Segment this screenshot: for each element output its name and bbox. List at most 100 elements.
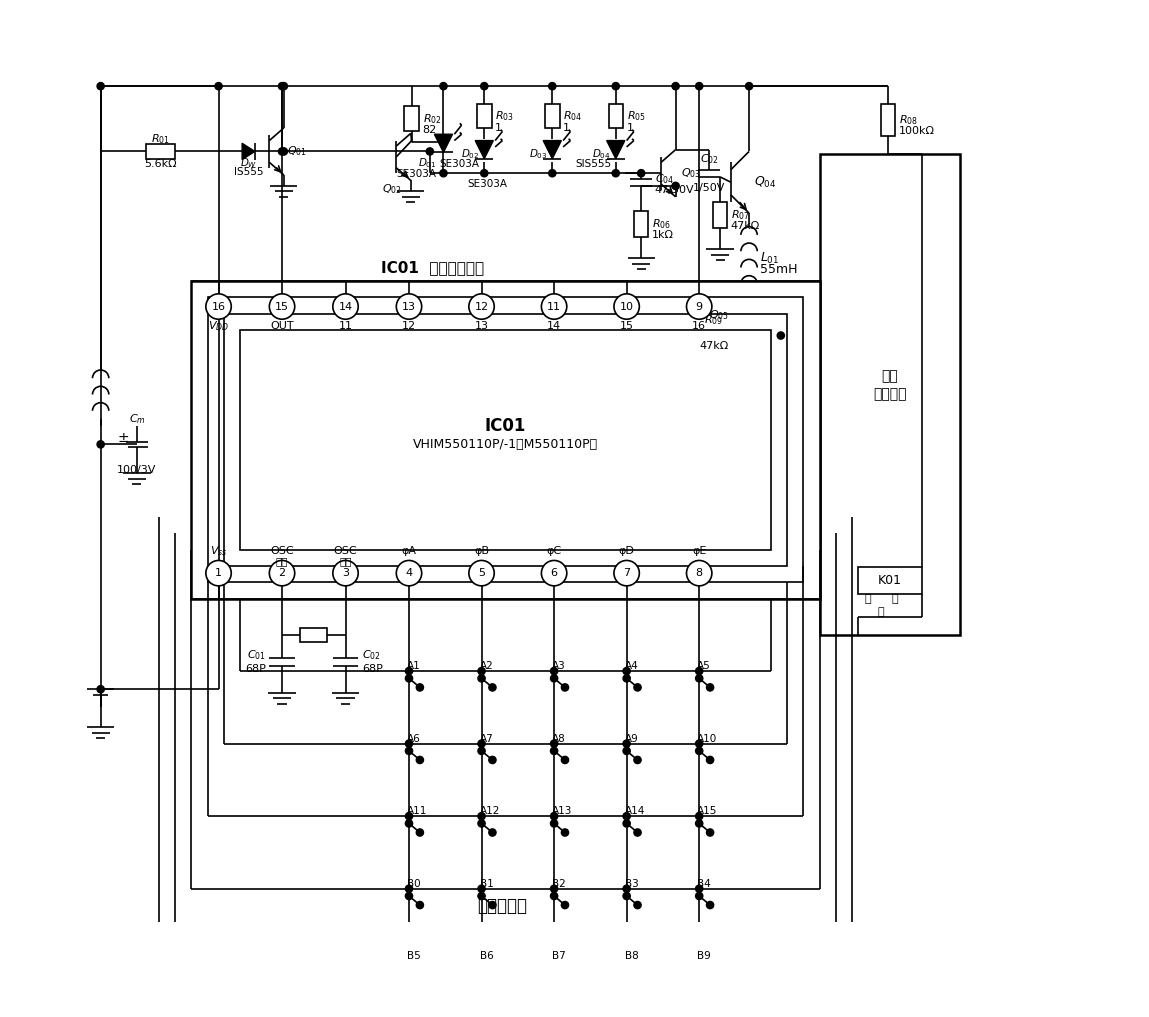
Text: A3: A3 xyxy=(553,661,566,671)
Text: 7: 7 xyxy=(623,569,630,578)
Circle shape xyxy=(478,813,485,820)
Text: $Q_{01}$: $Q_{01}$ xyxy=(287,144,308,159)
Circle shape xyxy=(562,683,569,691)
Text: 6: 6 xyxy=(550,569,557,578)
Circle shape xyxy=(550,892,557,900)
Text: 68P: 68P xyxy=(245,664,265,674)
Circle shape xyxy=(686,294,712,319)
Bar xyxy=(701,325,726,340)
Bar xyxy=(146,144,175,159)
Text: B6: B6 xyxy=(480,951,493,961)
Text: 键矩阵电路: 键矩阵电路 xyxy=(477,897,527,915)
Text: IC01: IC01 xyxy=(485,417,526,435)
Text: 3: 3 xyxy=(342,569,349,578)
Circle shape xyxy=(695,747,703,755)
Text: OSC: OSC xyxy=(270,546,294,556)
Circle shape xyxy=(623,813,631,820)
Circle shape xyxy=(695,82,703,89)
Text: B2: B2 xyxy=(553,879,566,889)
Circle shape xyxy=(478,820,485,827)
Text: 蓝: 蓝 xyxy=(864,594,871,603)
Text: 11: 11 xyxy=(339,321,353,332)
Circle shape xyxy=(278,82,286,89)
Text: $R_{02}$: $R_{02}$ xyxy=(423,112,441,126)
Circle shape xyxy=(695,892,703,900)
Circle shape xyxy=(333,560,358,586)
Text: A15: A15 xyxy=(697,806,718,817)
Text: φE: φE xyxy=(692,546,707,556)
Text: $D_{03}$: $D_{03}$ xyxy=(529,147,548,161)
Circle shape xyxy=(488,757,496,764)
Circle shape xyxy=(215,82,222,89)
Polygon shape xyxy=(434,134,453,153)
Circle shape xyxy=(416,829,424,836)
Text: OSC: OSC xyxy=(333,546,357,556)
Circle shape xyxy=(426,147,433,155)
Text: $D_{01}$: $D_{01}$ xyxy=(417,157,437,170)
Text: ±: ± xyxy=(117,431,129,445)
Circle shape xyxy=(695,885,703,892)
Text: $C_{04}$: $C_{04}$ xyxy=(655,172,674,185)
Text: 12: 12 xyxy=(475,301,488,311)
Text: 9: 9 xyxy=(695,301,703,311)
Circle shape xyxy=(550,813,557,820)
Text: $Q_{02}$: $Q_{02}$ xyxy=(381,182,402,195)
Circle shape xyxy=(406,674,412,682)
Text: A13: A13 xyxy=(553,806,572,817)
Circle shape xyxy=(634,901,641,908)
Circle shape xyxy=(777,332,785,340)
Text: A7: A7 xyxy=(480,733,493,743)
Text: B5: B5 xyxy=(407,951,421,961)
Circle shape xyxy=(406,667,412,674)
Text: $Q_{05}$: $Q_{05}$ xyxy=(709,308,730,321)
Text: A1: A1 xyxy=(407,661,421,671)
Bar xyxy=(240,331,771,549)
Circle shape xyxy=(562,901,569,908)
Circle shape xyxy=(269,560,295,586)
Circle shape xyxy=(206,560,231,586)
Text: φD: φD xyxy=(618,546,634,556)
Circle shape xyxy=(550,667,557,674)
Text: B1: B1 xyxy=(480,879,493,889)
Bar xyxy=(208,297,803,582)
Circle shape xyxy=(488,974,496,981)
Circle shape xyxy=(480,170,488,177)
Circle shape xyxy=(541,560,566,586)
Text: $D_{02}$: $D_{02}$ xyxy=(461,147,480,161)
Text: $R_{06}$: $R_{06}$ xyxy=(651,217,671,231)
Circle shape xyxy=(478,674,485,682)
Text: 输入: 输入 xyxy=(276,556,288,566)
Text: A8: A8 xyxy=(553,733,566,743)
Text: A4: A4 xyxy=(625,661,639,671)
Text: 10: 10 xyxy=(619,301,633,311)
Polygon shape xyxy=(607,140,625,159)
Text: SE303A: SE303A xyxy=(440,159,480,169)
Text: 压电: 压电 xyxy=(881,369,899,383)
Text: 缓冲放大: 缓冲放大 xyxy=(873,387,907,402)
Circle shape xyxy=(97,685,105,693)
Circle shape xyxy=(550,965,557,972)
Text: $R_{07}$: $R_{07}$ xyxy=(731,208,750,222)
Circle shape xyxy=(406,740,412,747)
Circle shape xyxy=(440,170,447,177)
Text: A6: A6 xyxy=(407,733,421,743)
Text: $D_{04}$: $D_{04}$ xyxy=(593,147,611,161)
Text: 47kΩ: 47kΩ xyxy=(731,221,761,231)
Text: A11: A11 xyxy=(407,806,427,817)
Circle shape xyxy=(623,740,631,747)
Text: B9: B9 xyxy=(697,951,711,961)
Polygon shape xyxy=(242,143,255,160)
Bar xyxy=(404,106,419,131)
Circle shape xyxy=(562,757,569,764)
Text: 1: 1 xyxy=(626,123,633,133)
Text: A12: A12 xyxy=(480,806,500,817)
Circle shape xyxy=(695,740,703,747)
Circle shape xyxy=(623,892,631,900)
Circle shape xyxy=(614,560,639,586)
Circle shape xyxy=(280,147,287,155)
Circle shape xyxy=(541,294,566,319)
Circle shape xyxy=(278,147,286,155)
Text: 11: 11 xyxy=(547,301,561,311)
Polygon shape xyxy=(476,140,493,159)
Text: B3: B3 xyxy=(625,879,639,889)
